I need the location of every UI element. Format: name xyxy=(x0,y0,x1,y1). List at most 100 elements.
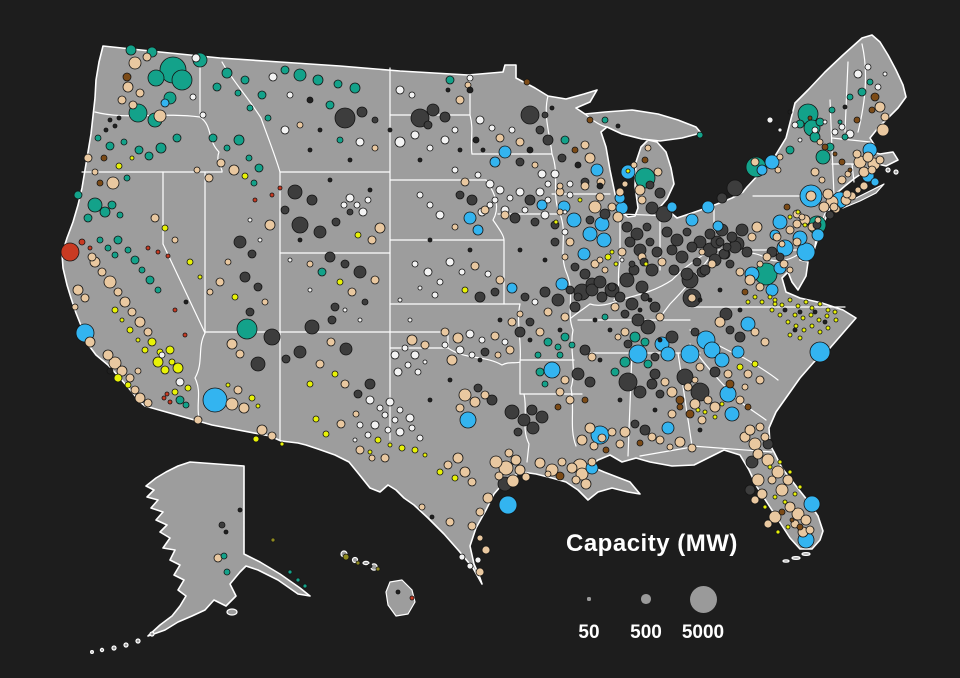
plant-marker xyxy=(647,297,653,303)
plant-marker xyxy=(587,352,597,362)
plant-marker xyxy=(517,247,523,253)
plant-marker xyxy=(837,175,847,185)
plant-marker xyxy=(505,345,515,355)
plant-marker xyxy=(858,166,870,178)
plant-marker xyxy=(787,109,793,115)
plant-marker xyxy=(597,433,607,443)
plant-marker xyxy=(565,285,575,295)
plant-marker xyxy=(792,219,802,229)
plant-marker xyxy=(876,123,890,137)
plant-marker xyxy=(417,285,423,291)
plant-marker xyxy=(735,267,745,277)
plant-marker xyxy=(570,262,580,272)
plant-marker xyxy=(555,471,565,481)
plant-marker xyxy=(772,232,782,242)
plant-marker xyxy=(660,346,676,362)
plant-marker xyxy=(264,114,272,122)
plant-marker xyxy=(599,208,611,220)
plant-marker xyxy=(364,378,376,390)
plant-marker xyxy=(874,83,882,91)
plant-marker xyxy=(171,388,179,396)
plant-marker xyxy=(735,223,749,237)
plant-marker xyxy=(536,199,548,211)
plant-marker xyxy=(144,151,154,161)
plant-marker xyxy=(268,72,278,82)
plant-marker xyxy=(604,253,612,261)
plant-marker xyxy=(331,217,341,227)
plant-marker xyxy=(470,261,480,271)
plant-marker xyxy=(414,368,422,376)
plant-marker xyxy=(452,332,464,344)
plant-marker xyxy=(772,214,788,230)
plant-marker xyxy=(629,331,641,343)
plant-marker xyxy=(370,275,380,285)
plant-marker xyxy=(631,313,645,327)
plant-marker xyxy=(767,475,777,485)
plant-marker xyxy=(514,464,526,476)
plant-marker xyxy=(355,560,361,566)
plant-marker xyxy=(523,78,531,86)
plant-marker xyxy=(619,426,631,438)
plant-marker xyxy=(408,91,416,99)
plant-marker xyxy=(475,115,485,125)
plant-marker xyxy=(785,524,791,530)
plant-marker xyxy=(327,315,337,325)
plant-marker xyxy=(147,337,157,347)
plant-marker xyxy=(313,225,327,239)
plant-marker xyxy=(650,352,660,362)
plant-marker xyxy=(645,180,655,190)
plant-marker xyxy=(508,126,516,134)
plant-marker xyxy=(116,365,128,377)
plant-marker xyxy=(695,407,701,413)
plant-marker xyxy=(774,166,782,174)
plant-marker xyxy=(119,317,125,323)
plant-marker xyxy=(824,313,830,319)
plant-marker xyxy=(489,156,501,168)
plant-marker xyxy=(787,297,793,303)
plant-marker xyxy=(703,395,713,405)
plant-marker xyxy=(809,323,815,329)
plant-marker xyxy=(697,297,703,303)
plant-marker xyxy=(775,483,789,497)
plant-marker xyxy=(550,237,560,247)
plant-marker xyxy=(874,101,886,113)
plant-marker xyxy=(287,184,303,200)
plant-marker xyxy=(331,370,339,378)
plant-marker xyxy=(172,307,178,313)
plant-marker xyxy=(556,351,564,359)
plant-marker xyxy=(87,245,93,251)
plant-marker xyxy=(521,472,531,482)
plant-marker xyxy=(846,93,854,101)
plant-marker xyxy=(455,403,465,413)
plant-marker xyxy=(440,135,450,145)
plant-marker xyxy=(395,85,405,95)
plant-marker xyxy=(115,162,123,170)
plant-marker xyxy=(543,337,553,347)
plant-marker xyxy=(666,386,678,398)
plant-marker xyxy=(367,235,377,245)
plant-marker xyxy=(709,366,721,378)
plant-marker xyxy=(620,327,630,337)
plant-marker xyxy=(245,154,253,162)
plant-marker xyxy=(515,157,525,167)
plant-marker xyxy=(687,293,697,303)
plant-marker xyxy=(535,367,545,377)
plant-marker xyxy=(481,545,491,555)
plant-marker xyxy=(630,161,638,169)
plant-marker xyxy=(852,149,862,159)
plant-marker xyxy=(463,211,477,225)
plant-marker xyxy=(465,329,475,339)
plant-marker xyxy=(161,395,167,401)
plant-marker xyxy=(467,521,477,531)
plant-marker xyxy=(657,337,663,343)
plant-marker xyxy=(125,373,135,383)
plant-marker xyxy=(783,203,791,211)
plant-marker xyxy=(870,92,880,102)
plant-marker xyxy=(436,468,444,476)
plant-marker xyxy=(164,391,170,397)
plant-marker xyxy=(247,249,257,259)
plant-marker xyxy=(302,583,308,589)
plant-marker xyxy=(184,384,192,392)
plant-marker xyxy=(439,111,451,123)
plant-marker xyxy=(312,415,320,423)
